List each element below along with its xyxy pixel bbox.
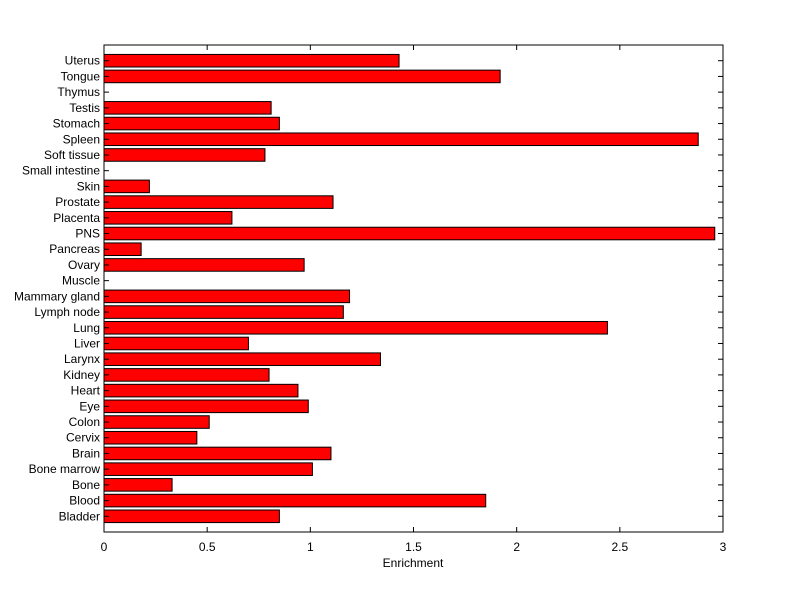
bar-brain [103,446,332,461]
x-tick-label: 2.5 [611,540,628,554]
y-tick-label: Prostate [55,195,100,209]
x-axis-ticks: 0 0.5 1 1.5 2 2.5 3 [101,45,727,554]
x-tick-label: 1.5 [405,540,422,554]
x-tick-label: 3 [720,540,727,554]
x-tick-label: 1 [307,540,314,554]
y-tick-label: Spleen [63,132,100,146]
y-tick-label: Bone [72,478,100,492]
y-tick-label: Mammary gland [14,289,100,303]
y-tick-label: Blood [69,494,100,508]
y-tick-label: Placenta [53,211,100,225]
bar-bone-marrow [103,462,313,476]
bar-spleen [103,132,699,147]
x-axis-label: Enrichment [383,556,444,570]
y-tick-label: Pancreas [49,242,100,256]
bar-pns [103,226,716,241]
bar-lung [103,320,608,335]
y-tick-label: Soft tissue [44,148,100,162]
y-tick-label: Larynx [64,352,100,366]
y-tick-label: Thymus [57,85,100,99]
y-tick-label: Muscle [62,274,100,288]
y-tick-label: Testis [69,101,100,115]
y-tick-label: Tongue [61,69,101,83]
y-tick-label: Uterus [65,54,100,68]
bar-heart [103,383,299,398]
y-tick-label: Liver [74,336,100,350]
bar-pancreas [103,242,142,257]
plot-frame [103,44,724,533]
x-tick-label: 2 [513,540,520,554]
y-tick-label: Bone marrow [29,462,101,476]
bar-liver [103,336,249,351]
y-tick-label: Lung [73,321,100,335]
bar-tongue [103,69,501,84]
y-tick-label: Bladder [59,509,100,523]
bar-cervix [103,430,198,445]
y-tick-label: PNS [75,227,100,241]
y-tick-label: Small intestine [22,164,100,178]
bar-stomach [103,116,280,131]
bar-bladder [103,509,280,524]
y-tick-label: Stomach [53,117,100,131]
bar-placenta [103,211,233,225]
y-tick-label: Brain [72,446,100,460]
bar-soft-tissue [103,148,266,162]
bar-skin [103,179,150,194]
y-tick-label: Eye [79,399,100,413]
bar-colon [103,415,210,429]
bar-prostate [103,195,334,209]
bar-larynx [103,352,381,366]
y-tick-label: Ovary [68,258,100,272]
bars-group [103,53,716,524]
bar-bone [103,478,173,492]
y-tick-label: Heart [71,384,101,398]
bar-blood [103,493,487,508]
x-tick-label: 0.5 [199,540,216,554]
y-tick-label: Kidney [63,368,100,382]
y-tick-label: Cervix [66,431,100,445]
y-tick-label: Skin [77,179,100,193]
y-tick-label: Colon [69,415,100,429]
bar-testis [103,101,272,115]
bar-eye [103,399,309,414]
bar-mammary-gland [103,289,351,304]
bar-lymph-node [103,305,344,319]
bar-ovary [103,258,305,272]
bar-kidney [103,368,270,382]
y-tick-label: Lymph node [34,305,100,319]
x-tick-label: 0 [101,540,108,554]
bar-uterus [103,53,400,68]
